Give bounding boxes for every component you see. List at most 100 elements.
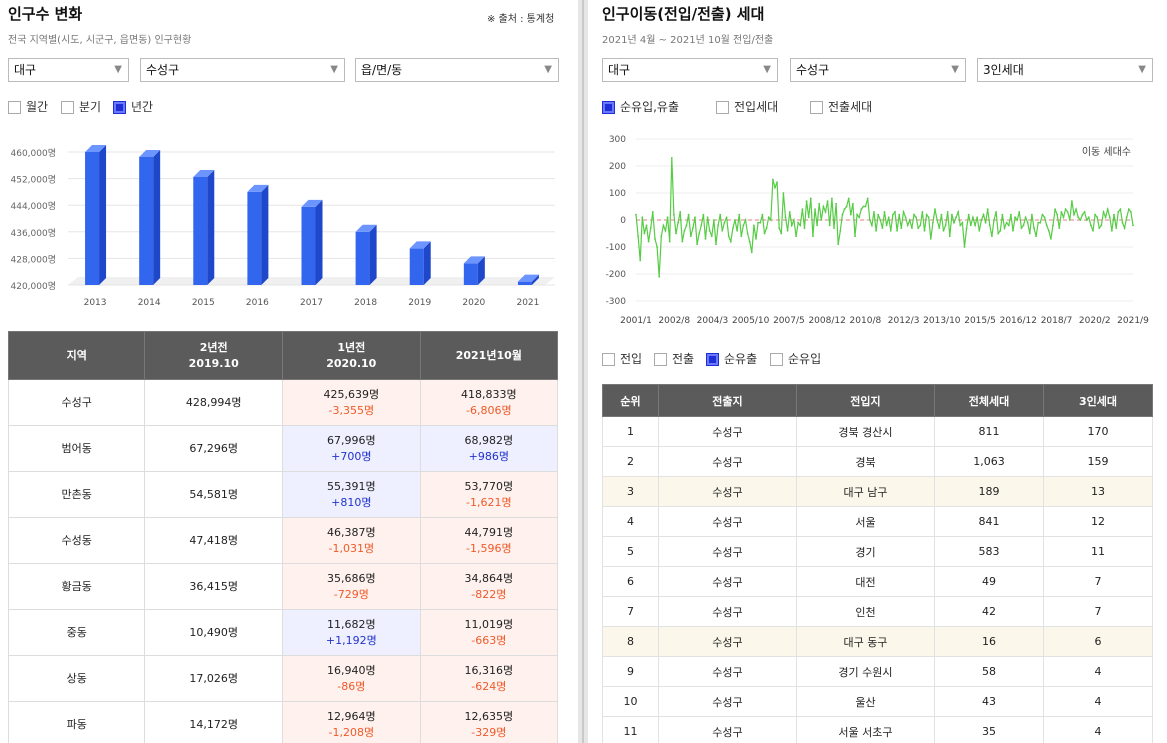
tab-net-in-checkbox[interactable]: 순유입 — [770, 352, 821, 368]
sigungu-select[interactable]: 수성구 ▼ — [790, 58, 966, 82]
table-row[interactable]: 9 수성구 경기 수원시 58 4 — [602, 656, 1153, 687]
col-header-from[interactable]: 전출지 — [658, 384, 797, 417]
bar-top — [139, 149, 161, 157]
table-row[interactable]: 4 수성구 서울 841 12 — [602, 506, 1153, 537]
table-row[interactable]: 황금동 36,415명 35,686명 -729명 34,864명 -822명 — [7, 563, 559, 610]
table-row[interactable]: 6 수성구 대전 49 7 — [602, 566, 1153, 597]
sido-select[interactable]: 대구 ▼ — [8, 58, 129, 82]
household-size-select[interactable]: 3인세대 ▼ — [977, 58, 1153, 82]
period-monthly-checkbox[interactable]: 월간 — [8, 100, 48, 116]
eupmyeondong-select[interactable]: 읍/면/동 ▼ — [355, 58, 559, 82]
value-2019-cell: 67,296명 — [144, 425, 284, 472]
data-point — [871, 224, 873, 227]
col-header-three[interactable]: 3인세대 — [1043, 384, 1153, 417]
from-cell: 수성구 — [658, 446, 797, 477]
data-point — [704, 238, 707, 240]
data-point — [1083, 211, 1086, 213]
table-row[interactable]: 수성구 428,994명 425,639명 -3,355명 418,833명 -6,806… — [7, 379, 559, 426]
table-row[interactable]: 8 수성구 대구 동구 16 6 — [602, 626, 1153, 657]
col-header-2021[interactable]: 2021년10월 — [419, 331, 559, 380]
data-point — [807, 216, 810, 219]
panel-divider[interactable] — [578, 0, 588, 743]
data-point — [902, 211, 905, 213]
bar-top — [85, 145, 107, 152]
y-tick-label: 436,000명 — [11, 228, 57, 239]
data-point — [729, 240, 732, 243]
bar — [139, 156, 154, 285]
data-point — [936, 219, 938, 221]
col-header-to[interactable]: 전입지 — [795, 384, 935, 417]
data-point — [757, 221, 759, 224]
bar-side — [153, 149, 161, 285]
table-row[interactable]: 만촌동 54,581명 55,391명 +810명 53,770명 -1,621명 — [7, 471, 559, 518]
filter-out-checkbox[interactable]: 전출세대 — [810, 100, 872, 116]
table-row[interactable]: 범어동 67,296명 67,996명 +700명 68,982명 +986명 — [7, 425, 559, 472]
data-point — [790, 224, 793, 227]
data-point — [675, 232, 677, 235]
y-tick-label: -300 — [606, 297, 627, 307]
table-row[interactable]: 상동 17,026명 16,940명 -86명 16,316명 -624명 — [7, 655, 559, 702]
filter-net-checkbox[interactable]: 순유입,유출 — [602, 100, 679, 116]
filter-in-checkbox[interactable]: 전입세대 — [716, 100, 778, 116]
data-point — [1121, 221, 1124, 224]
data-point — [1010, 213, 1012, 216]
data-point — [984, 221, 987, 224]
value-2020-cell: 35,686명 -729명 — [282, 563, 421, 610]
tab-net-out-checkbox[interactable]: 순유출 — [706, 352, 757, 368]
data-point — [974, 224, 976, 227]
change-2020: -3,355명 — [328, 403, 375, 417]
data-point — [1096, 216, 1099, 219]
total-cell: 35 — [933, 716, 1045, 743]
table-row[interactable]: 10 수성구 울산 43 4 — [602, 686, 1153, 717]
value-2020-cell: 425,639명 -3,355명 — [282, 379, 421, 426]
migration-table: 순위 전출지 전입지 전체세대 3인세대 1 수성구 경북 경산시 811 170 2 수성… — [602, 384, 1153, 743]
change-2021: -1,596명 — [465, 541, 512, 555]
data-point — [978, 229, 981, 232]
data-point — [938, 227, 941, 229]
data-point — [1113, 213, 1115, 216]
data-point — [656, 246, 658, 248]
data-point — [1119, 208, 1122, 211]
col-header-region[interactable]: 지역 — [7, 331, 146, 380]
data-point — [995, 211, 997, 213]
col-header-2020[interactable]: 1년전 2020.10 — [282, 331, 421, 380]
data-point — [670, 157, 673, 159]
data-point — [740, 235, 743, 238]
data-point — [988, 224, 991, 227]
data-point — [934, 208, 936, 211]
table-row[interactable]: 파동 14,172명 12,964명 -1,208명 12,635명 -329명 — [7, 701, 559, 743]
data-point — [1123, 227, 1126, 229]
table-row[interactable]: 1 수성구 경북 경산시 811 170 — [602, 416, 1153, 447]
tab-in-checkbox[interactable]: 전입 — [602, 352, 642, 368]
change-2020: -729명 — [333, 587, 369, 601]
data-point — [820, 219, 823, 221]
total-cell: 42 — [933, 596, 1045, 627]
table-row[interactable]: 11 수성구 서울 서초구 35 4 — [602, 716, 1153, 743]
period-yearly-checkbox[interactable]: 년간 — [113, 100, 153, 116]
data-point — [1047, 229, 1050, 232]
period-quarterly-checkbox[interactable]: 분기 — [61, 100, 101, 116]
col-header-rank[interactable]: 순위 — [602, 384, 659, 417]
x-tick-label: 2004/3 — [697, 316, 729, 326]
data-point — [696, 243, 698, 246]
data-point — [761, 213, 764, 216]
table-row[interactable]: 수성동 47,418명 46,387명 -1,031명 44,791명 -1,596명 — [7, 517, 559, 564]
rank-cell: 4 — [602, 506, 659, 537]
col-header-total[interactable]: 전체세대 — [933, 384, 1045, 417]
data-point — [1085, 219, 1088, 221]
col-header-2019[interactable]: 2년전 2019.10 — [144, 331, 284, 380]
data-point — [1066, 211, 1069, 213]
tab-out-checkbox[interactable]: 전출 — [654, 352, 694, 368]
table-row[interactable]: 3 수성구 대구 남구 189 13 — [602, 476, 1153, 507]
data-point — [772, 178, 774, 181]
data-point — [923, 229, 926, 232]
table-row[interactable]: 2 수성구 경북 1,063 159 — [602, 446, 1153, 477]
sido-select[interactable]: 대구 ▼ — [602, 58, 778, 82]
sigungu-select[interactable]: 수성구 ▼ — [140, 58, 345, 82]
data-point — [1094, 213, 1096, 216]
source-text: ※ 출처 : 통계청 — [487, 14, 555, 25]
table-row[interactable]: 7 수성구 인천 42 7 — [602, 596, 1153, 627]
table-row[interactable]: 중동 10,490명 11,682명 +1,192명 11,019명 -663명 — [7, 609, 559, 656]
table-row[interactable]: 5 수성구 경기 583 11 — [602, 536, 1153, 567]
value-2019-cell: 47,418명 — [144, 517, 284, 564]
